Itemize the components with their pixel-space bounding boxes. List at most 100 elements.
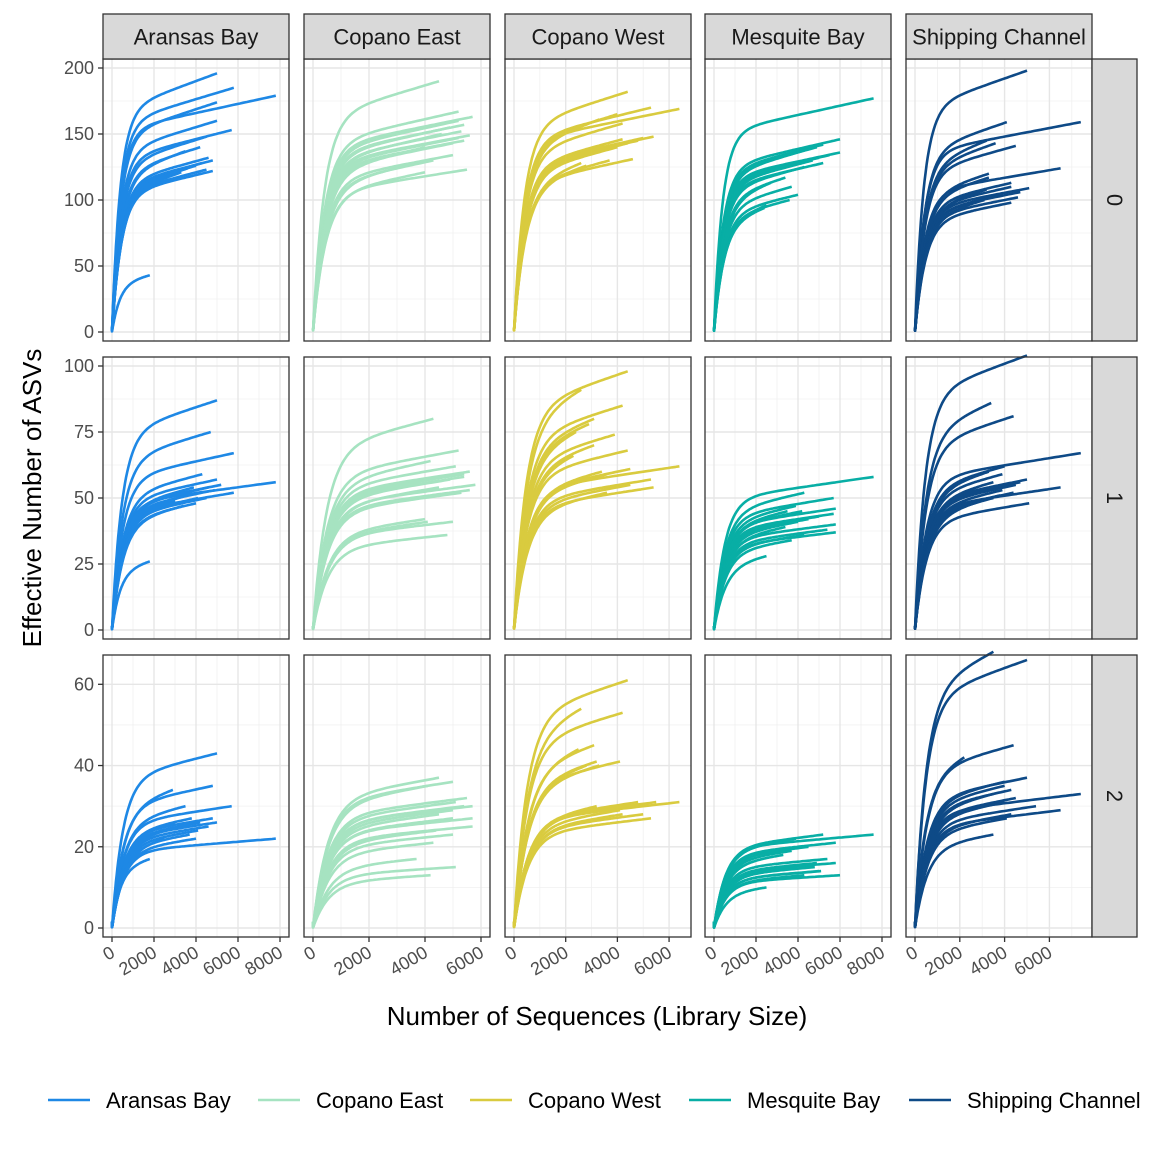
x-tick-label: 2000 bbox=[921, 942, 966, 979]
series-line-copano-east bbox=[311, 533, 448, 631]
panel-border bbox=[303, 356, 491, 640]
legend-item-copano-west: Copano West bbox=[470, 1088, 661, 1113]
panel-copano-west-2 bbox=[504, 654, 692, 938]
strip-background bbox=[1091, 58, 1138, 342]
series-line-aransas-bay bbox=[110, 273, 151, 333]
panel-mesquite-bay-1 bbox=[704, 356, 892, 640]
strip-row-1: 1 bbox=[1091, 356, 1138, 640]
y-tick-label: 50 bbox=[74, 488, 94, 508]
panel-copano-east-0 bbox=[303, 58, 491, 342]
x-axis-title: Number of Sequences (Library Size) bbox=[387, 1001, 808, 1031]
strip-label: Copano West bbox=[532, 25, 665, 50]
series-line-shipping-channel bbox=[913, 658, 1028, 927]
legend-item-shipping-channel: Shipping Channel bbox=[909, 1088, 1141, 1113]
strip-mesquite-bay: Mesquite Bay bbox=[704, 13, 892, 60]
series-line-copano-east bbox=[311, 79, 440, 331]
legend-label: Aransas Bay bbox=[106, 1088, 231, 1113]
panel-copano-east-1 bbox=[303, 356, 491, 640]
y-tick-label: 150 bbox=[64, 124, 94, 144]
panel-copano-west-1 bbox=[504, 356, 692, 640]
series-line-mesquite-bay bbox=[712, 873, 805, 929]
x-tick-label: 4000 bbox=[157, 942, 202, 979]
x-tick-label: 0 bbox=[902, 942, 921, 964]
legend: Aransas Bay Copano East Copano West Mesquit… bbox=[48, 1088, 1141, 1113]
strip-label: Aransas Bay bbox=[134, 25, 259, 50]
strip-background bbox=[504, 13, 692, 60]
legend-label: Shipping Channel bbox=[967, 1088, 1141, 1113]
series-line-shipping-channel bbox=[913, 201, 1012, 332]
strip-background bbox=[905, 13, 1093, 60]
strip-background bbox=[303, 13, 491, 60]
y-tick-label: 200 bbox=[64, 58, 94, 78]
x-tick-label: 6000 bbox=[442, 942, 487, 979]
panel-aransas-bay-2 bbox=[102, 654, 290, 938]
x-tick-label: 4000 bbox=[966, 942, 1011, 979]
strip-shipping-channel: Shipping Channel bbox=[905, 13, 1093, 60]
y-tick-label: 20 bbox=[74, 837, 94, 857]
y-tick-label: 0 bbox=[84, 620, 94, 640]
series-line-shipping-channel bbox=[913, 833, 994, 929]
x-tick-label: 8000 bbox=[241, 942, 286, 979]
strip-row-2: 2 bbox=[1091, 654, 1138, 938]
x-tick-label: 6000 bbox=[630, 942, 675, 979]
series-line-shipping-channel bbox=[913, 144, 1017, 332]
series-line-mesquite-bay bbox=[712, 206, 765, 333]
panel-mesquite-bay-2 bbox=[704, 654, 892, 938]
y-tick-label: 0 bbox=[84, 322, 94, 342]
y-tick-label: 50 bbox=[74, 256, 94, 276]
panel-shipping-channel-0 bbox=[905, 58, 1093, 342]
strip-background bbox=[1091, 654, 1138, 938]
series-line-shipping-channel bbox=[913, 502, 1030, 630]
panel-shipping-channel-2 bbox=[905, 650, 1093, 938]
series-line-copano-east bbox=[311, 491, 462, 630]
x-tick-label: 2000 bbox=[527, 942, 572, 979]
series-line-copano-east bbox=[311, 873, 431, 929]
series-line-mesquite-bay bbox=[712, 886, 767, 929]
series-line-mesquite-bay bbox=[712, 475, 874, 630]
series-line-copano-east bbox=[311, 171, 426, 332]
series-line-mesquite-bay bbox=[712, 554, 767, 631]
x-tick-label: 4000 bbox=[386, 942, 431, 979]
strip-label: 0 bbox=[1102, 194, 1127, 206]
strip-label: Copano East bbox=[333, 25, 460, 50]
panel-shipping-channel-1 bbox=[905, 354, 1093, 640]
y-tick-label: 100 bbox=[64, 190, 94, 210]
strip-background bbox=[102, 13, 290, 60]
panel-background bbox=[505, 655, 691, 937]
series-line-copano-west bbox=[512, 764, 600, 928]
series-line-shipping-channel bbox=[913, 354, 1028, 629]
strip-copano-east: Copano East bbox=[303, 13, 491, 60]
x-tick-label: 8000 bbox=[843, 942, 888, 979]
y-tick-label: 25 bbox=[74, 554, 94, 574]
legend-label: Copano West bbox=[528, 1088, 661, 1113]
legend-label: Mesquite Bay bbox=[747, 1088, 880, 1113]
y-tick-label: 0 bbox=[84, 918, 94, 938]
series-line-aransas-bay bbox=[110, 399, 218, 629]
series-line-copano-west bbox=[512, 711, 623, 928]
panel-border bbox=[504, 356, 692, 640]
x-tick-label: 4000 bbox=[759, 942, 804, 979]
x-tick-label: 4000 bbox=[579, 942, 624, 979]
panel-aransas-bay-1 bbox=[102, 356, 290, 640]
legend-item-mesquite-bay: Mesquite Bay bbox=[689, 1088, 880, 1113]
strip-copano-west: Copano West bbox=[504, 13, 692, 60]
series-line-aransas-bay bbox=[110, 171, 182, 332]
series-line-copano-west bbox=[512, 817, 652, 929]
series-line-copano-west bbox=[512, 164, 587, 332]
series-line-aransas-bay bbox=[110, 560, 151, 631]
x-tick-label: 0 bbox=[300, 942, 319, 964]
x-tick-label: 6000 bbox=[801, 942, 846, 979]
panel-border bbox=[504, 654, 692, 938]
series-line-aransas-bay bbox=[110, 857, 151, 929]
panel-border bbox=[303, 654, 491, 938]
facet-panels bbox=[102, 58, 1093, 938]
series-line-aransas-bay bbox=[110, 451, 235, 630]
panel-border bbox=[704, 356, 892, 640]
facet-strips: Aransas Bay Copano East Copano West Mesquit… bbox=[102, 13, 1138, 938]
strip-background bbox=[704, 13, 892, 60]
series-line-aransas-bay bbox=[110, 504, 184, 631]
series-line-copano-east bbox=[311, 417, 434, 630]
x-tick-label: 0 bbox=[501, 942, 520, 964]
x-tick-label: 6000 bbox=[1011, 942, 1056, 979]
